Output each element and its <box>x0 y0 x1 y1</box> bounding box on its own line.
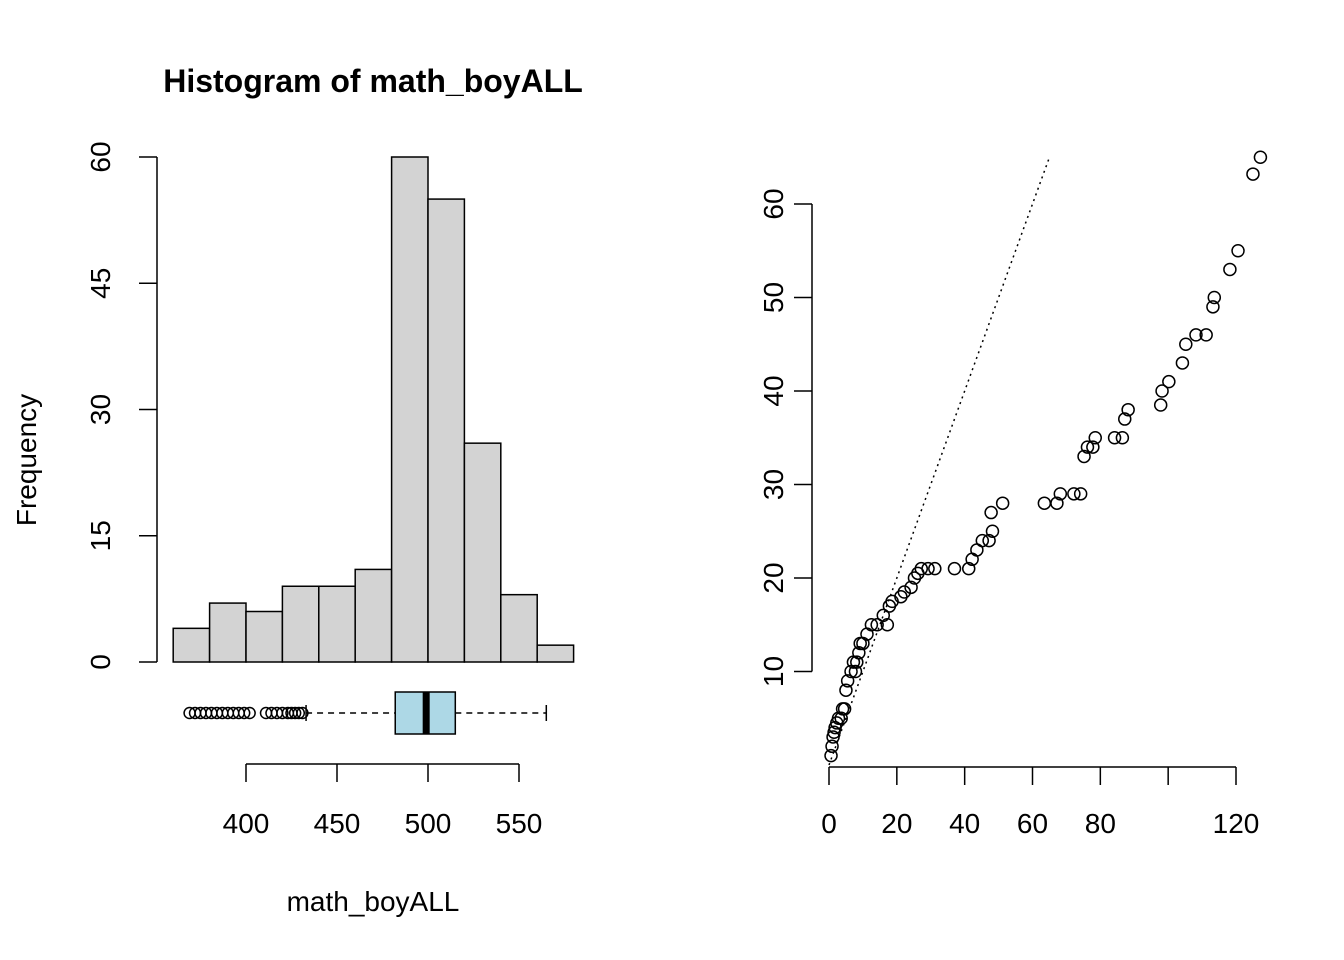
scatter-y-tick-label: 60 <box>758 188 789 219</box>
scatter-x-tick-label: 40 <box>949 808 980 839</box>
scatter-y-tick-label: 20 <box>758 562 789 593</box>
scatter-point <box>995 496 1010 510</box>
scatter-x-tick-label: 60 <box>1017 808 1048 839</box>
scatter-point <box>1067 487 1081 501</box>
scatter-y-tick-label: 10 <box>758 656 789 687</box>
scatter-panel: 10 20 30 40 50 60 0 20 40 60 80 120 <box>758 150 1268 839</box>
scatter-point <box>848 664 863 679</box>
scatter-point <box>1179 337 1193 351</box>
scatter-point <box>837 702 852 716</box>
histogram-x-label: math_boyALL <box>287 886 460 917</box>
scatter-point <box>1246 167 1260 181</box>
histogram-y-tick-label: 15 <box>85 520 116 551</box>
boxplot-outlier <box>292 706 306 720</box>
scatter-point <box>975 533 990 548</box>
scatter-point <box>1231 244 1245 258</box>
histogram-x-tick-label: 550 <box>496 808 543 839</box>
scatter-point <box>1118 412 1132 426</box>
scatter-point <box>1155 384 1169 398</box>
scatter-point <box>1206 300 1220 314</box>
histogram-x-tick-label: 500 <box>405 808 452 839</box>
scatter-point <box>904 580 918 595</box>
scatter-point <box>1053 487 1068 501</box>
scatter-point <box>880 618 895 632</box>
reference-line <box>828 156 1051 766</box>
scatter-point <box>1223 262 1237 277</box>
scatter-point <box>826 730 840 744</box>
scatter-point <box>1086 440 1100 454</box>
scatter-point <box>921 561 935 576</box>
scatter-point <box>870 618 884 632</box>
histogram-bar <box>172 627 211 663</box>
scatter-x-tick-label: 20 <box>881 808 912 839</box>
histogram-bar <box>500 593 538 663</box>
histogram-y-tick-label: 30 <box>85 394 116 425</box>
scatter-point <box>1121 402 1135 417</box>
scatter-point <box>1050 496 1064 510</box>
histogram-bar <box>245 610 284 663</box>
boxplot-outlier <box>296 706 309 720</box>
scatter-point <box>1162 374 1176 389</box>
scatter-point <box>864 618 879 632</box>
histogram-x-tick-label: 400 <box>223 808 270 839</box>
scatter-point <box>1073 487 1088 501</box>
scatter-point <box>928 561 942 576</box>
boxplot-outlier <box>288 706 302 720</box>
histogram-title: Histogram of math_boyALL <box>163 63 583 99</box>
scatter-point <box>1189 328 1203 342</box>
scatter-y-tick-label: 40 <box>758 375 789 406</box>
scatter-point <box>1115 431 1130 445</box>
histogram-y-tick-label: 60 <box>85 141 116 172</box>
scatter-point <box>1037 496 1052 510</box>
scatter-point <box>834 711 848 725</box>
histogram-bar <box>390 156 429 663</box>
scatter-point <box>1253 150 1268 164</box>
scatter-point <box>839 683 853 697</box>
scatter-point <box>1199 328 1213 342</box>
histogram-bar <box>281 585 320 663</box>
scatter-point <box>914 561 929 576</box>
histogram-bar <box>427 198 466 663</box>
scatter-point <box>1077 449 1091 464</box>
histogram-panel: 0 15 30 45 60 400 450 500 550 <box>85 141 575 839</box>
scatter-x-tick-label: 0 <box>821 808 837 839</box>
scatter-point <box>897 585 912 599</box>
scatter-point <box>1080 440 1095 454</box>
scatter-point <box>1175 356 1190 370</box>
scatter-point <box>827 725 841 740</box>
scatter-point <box>850 655 864 669</box>
histogram-y-tick-label: 45 <box>85 268 116 299</box>
scatter-point <box>984 505 998 520</box>
histogram-bar <box>208 602 247 663</box>
scatter-y-tick-label: 50 <box>758 282 789 313</box>
scatter-point <box>985 524 1000 538</box>
scatter-point <box>824 748 838 763</box>
histogram-bar <box>354 568 393 663</box>
scatter-x-tick-label: 120 <box>1213 808 1260 839</box>
boxplot-outlier <box>276 706 289 720</box>
scatter-point <box>1153 398 1168 412</box>
boxplot-outlier <box>243 706 256 720</box>
boxplot-outlier <box>237 706 251 720</box>
scatter-point <box>961 561 976 576</box>
scatter-y-tick-label: 30 <box>758 469 789 500</box>
histogram-y-tick-label: 0 <box>85 654 116 670</box>
scatter-point <box>1107 431 1122 445</box>
histogram-x-tick-label: 450 <box>314 808 361 839</box>
histogram-y-label: Frequency <box>11 394 42 526</box>
histogram-bar <box>536 644 575 663</box>
scatter-point <box>982 533 996 548</box>
scatter-point <box>1207 290 1222 305</box>
boxplot-panel <box>183 691 548 735</box>
scatter-point <box>840 674 855 688</box>
histogram-bar <box>463 442 502 663</box>
scatter-point <box>1088 431 1102 445</box>
histogram-bar <box>318 585 356 663</box>
scatter-point <box>825 739 839 754</box>
scatter-x-tick-label: 80 <box>1085 808 1116 839</box>
scatter-point <box>947 561 962 576</box>
